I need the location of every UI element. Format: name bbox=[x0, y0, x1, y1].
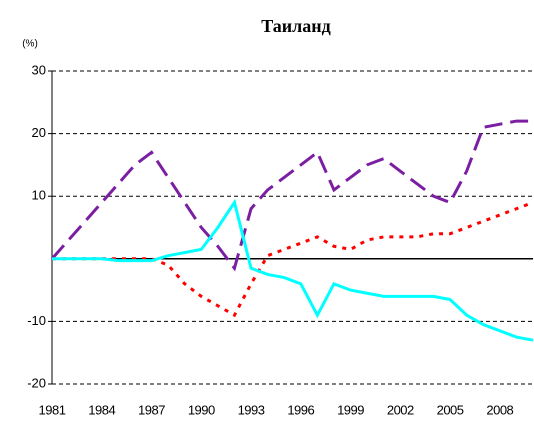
series-line bbox=[52, 198, 534, 342]
y-tick-label: -10 bbox=[27, 313, 46, 328]
x-tick-label: 2005 bbox=[437, 402, 464, 417]
x-tick-label: 1996 bbox=[287, 402, 314, 417]
x-tick-label: 1993 bbox=[238, 402, 265, 417]
x-tick-label: 1981 bbox=[39, 402, 66, 417]
x-tick-label: 2002 bbox=[387, 402, 414, 417]
y-tick-label: 20 bbox=[32, 125, 46, 140]
x-tick-label: 1999 bbox=[337, 402, 364, 417]
x-tick-label: 2008 bbox=[486, 402, 513, 417]
series-line bbox=[52, 201, 534, 318]
x-tick-label: 1984 bbox=[88, 402, 115, 417]
y-tick-label: 30 bbox=[32, 62, 46, 77]
x-tick-label: 1990 bbox=[188, 402, 215, 417]
y-tick-label: 10 bbox=[32, 188, 46, 203]
series-line bbox=[50, 119, 533, 272]
y-tick-label: -20 bbox=[27, 375, 46, 390]
y-unit-label: (%) bbox=[22, 39, 38, 50]
x-tick-label: 1987 bbox=[138, 402, 165, 417]
chart-title: Таиланд bbox=[261, 16, 331, 36]
